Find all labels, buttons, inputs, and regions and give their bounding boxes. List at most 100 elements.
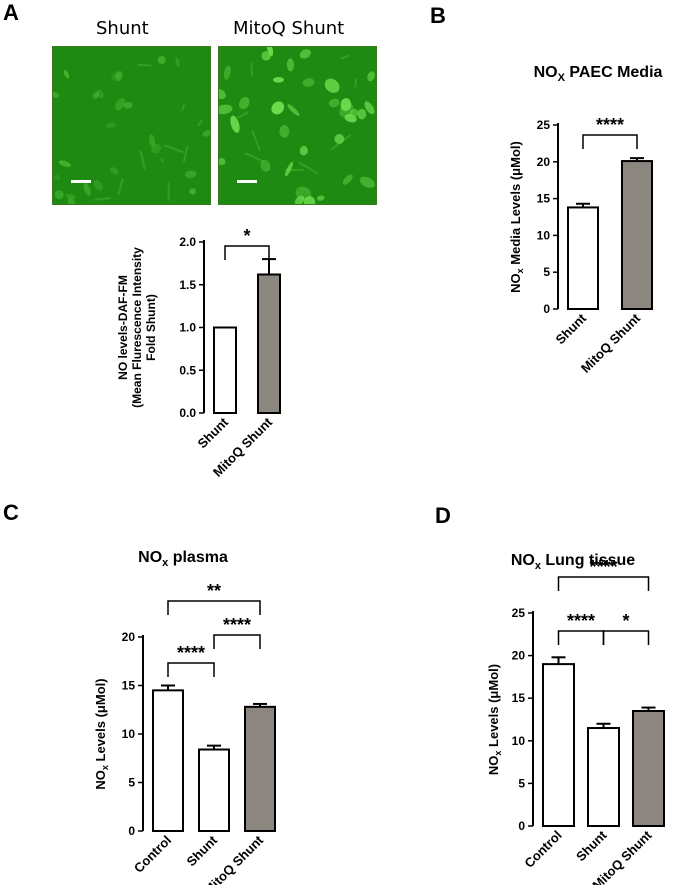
y-tick-label: 20 [512, 649, 526, 663]
significance-label: **** [177, 643, 205, 663]
cell-process [250, 62, 254, 77]
cell-process [237, 111, 249, 119]
cell-process [340, 54, 350, 60]
cell-process [182, 145, 189, 163]
cell-blob [111, 71, 119, 80]
bar [542, 663, 575, 828]
cell-blob [260, 160, 271, 172]
cell-process [117, 178, 124, 195]
cell-blob [93, 180, 103, 191]
micrograph-mitoq-shunt [218, 46, 377, 205]
y-tick-label: 0.0 [179, 406, 196, 420]
cell-blob [364, 101, 375, 115]
cell-blob [272, 76, 284, 83]
cell-blob [238, 96, 250, 110]
cell-process [244, 152, 265, 163]
y-tick-label: 15 [122, 679, 136, 693]
y-tick-label: 10 [122, 727, 136, 741]
category-label: Control [521, 828, 564, 871]
cell-blob [287, 104, 300, 117]
panel-letter-b: B [430, 3, 446, 28]
cell-blob [349, 108, 359, 118]
panel-letter-c: C [3, 500, 19, 525]
category-label: Shunt [552, 310, 589, 347]
cell-blob [223, 65, 231, 80]
cell-blob [157, 55, 166, 64]
cell-blob [92, 91, 100, 99]
y-tick-label: 20 [122, 630, 136, 644]
cell-blob [58, 160, 71, 167]
cell-blob [324, 78, 340, 93]
cell-blob [357, 108, 367, 120]
cell-blob [219, 104, 233, 115]
cell-process [331, 134, 352, 151]
chart-title: NOx plasma [138, 549, 228, 569]
bar [632, 709, 665, 827]
cell-process [181, 104, 186, 111]
y-tick-label: 10 [537, 228, 551, 242]
y-tick-label: 0 [518, 819, 525, 833]
cell-blob [189, 188, 196, 195]
cell-blob [54, 190, 64, 200]
significance-label: **** [567, 611, 595, 631]
bar [621, 160, 653, 311]
cell-blob [316, 195, 325, 201]
significance-label: **** [223, 615, 251, 635]
cell-blob [219, 89, 226, 100]
cell-process [94, 197, 112, 201]
cell-blob [115, 71, 123, 82]
y-tick-label: 15 [512, 691, 526, 705]
cell-blob [271, 101, 285, 115]
y-axis-label: Fold Shunt) [144, 294, 158, 361]
cell-blob [328, 98, 340, 108]
cell-blob [261, 51, 271, 61]
y-axis-label: NO levels-DAF-FM [116, 275, 130, 380]
panel-letter-d: D [435, 503, 451, 528]
bar [567, 206, 599, 311]
chart-panel-b: NOX PAEC Media 0 5 10 15 20 25 NOx Media Levels… [508, 64, 663, 376]
y-tick-label: 25 [512, 606, 526, 620]
y-axis-label: NOx Levels (μMol) [93, 678, 110, 789]
cell-blob [359, 176, 376, 188]
significance-bracket [557, 630, 605, 645]
micrograph-shunt [52, 46, 211, 205]
cell-blob [184, 170, 197, 179]
cell-blob [109, 167, 119, 175]
cell-blob [334, 134, 345, 144]
category-label: Shunt [573, 827, 610, 864]
bar [213, 326, 237, 414]
cell-blob [105, 122, 117, 129]
cell-process [251, 130, 261, 152]
cell-blob [202, 130, 210, 137]
micrograph-label-mitoq-shunt: MitoQ Shunt [233, 18, 345, 39]
y-tick-label: 5 [518, 776, 525, 790]
y-axis-label: NOx Media Levels (μMol) [508, 141, 525, 293]
significance-bracket [602, 630, 650, 645]
cell-blob [230, 115, 240, 133]
y-tick-label: 0 [543, 302, 550, 316]
y-tick-label: 5 [543, 265, 550, 279]
y-tick-label: 5 [128, 776, 135, 790]
significance-bracket [213, 634, 261, 649]
cell-blob [302, 78, 315, 87]
cell-blob [303, 196, 316, 204]
chart-title: NOx Lung tissue [511, 552, 635, 572]
category-label: Shunt [194, 414, 231, 451]
cell-blob [53, 92, 59, 98]
significance-bracket [582, 134, 638, 149]
significance-bracket [224, 245, 270, 260]
y-tick-label: 10 [512, 734, 526, 748]
cell-blob [340, 98, 352, 112]
significance-label: ** [207, 581, 221, 601]
significance-bracket [167, 662, 215, 677]
bar [198, 748, 230, 833]
cell-blob [367, 71, 375, 82]
scale-bar [237, 180, 257, 183]
bar [244, 705, 276, 832]
y-tick-label: 0 [128, 824, 135, 838]
y-tick-label: 0.5 [179, 363, 196, 377]
cell-blob [286, 58, 294, 72]
panel-letter-a: A [3, 0, 19, 25]
cell-blob [123, 102, 133, 109]
cell-blob [96, 89, 104, 99]
